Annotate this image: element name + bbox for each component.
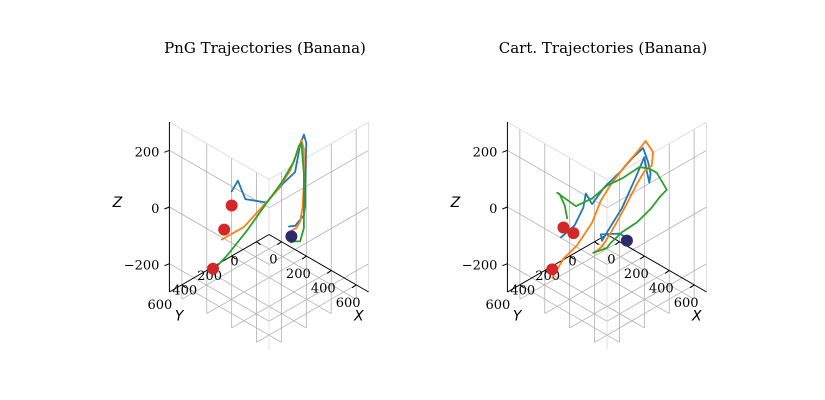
y-tick-label: 400: [172, 283, 197, 298]
gridline: [606, 149, 707, 209]
pane-edge: [507, 121, 608, 180]
pane-edge: [606, 121, 707, 180]
gridline: [268, 206, 369, 265]
start-marker: [218, 223, 231, 236]
y-tick: [231, 255, 236, 260]
chart-title: PnG Trajectories (Banana): [164, 39, 366, 57]
trajectory-line: [560, 147, 652, 242]
y-tick: [569, 255, 574, 260]
goal-marker: [620, 234, 633, 247]
goal-marker: [285, 230, 298, 243]
z-tick-label: 200: [473, 145, 498, 160]
gridline: [606, 206, 707, 265]
axes-png: PnG Trajectories (Banana) 02004006000200…: [112, 39, 369, 350]
x-tick: [615, 241, 620, 246]
gridline: [594, 284, 695, 343]
x-tick-label: 600: [336, 296, 361, 311]
z-tick: [502, 206, 508, 210]
y-tick-label: 0: [568, 255, 576, 270]
gridline: [519, 284, 620, 343]
y-tick-label: 400: [510, 283, 535, 298]
gridline: [507, 206, 608, 265]
pane-edge: [268, 121, 369, 180]
gridline: [169, 263, 270, 322]
gridline: [256, 284, 357, 343]
x-tick: [302, 255, 307, 260]
trajectory-line: [551, 140, 654, 279]
gridline: [181, 284, 282, 343]
z-tick-label: 0: [489, 202, 497, 217]
trajectory-line: [213, 142, 305, 271]
gridline: [606, 263, 707, 322]
start-marker: [225, 199, 238, 212]
gridline: [169, 206, 270, 265]
z-tick: [164, 149, 170, 153]
z-tick-label: 0: [151, 202, 159, 217]
trajectory-line: [556, 166, 668, 254]
y-axis-label: Y: [513, 308, 523, 324]
x-tick: [326, 270, 332, 274]
z-tick: [164, 206, 170, 210]
z-tick: [164, 263, 170, 267]
x-tick-label: 0: [607, 253, 615, 268]
x-tick-label: 200: [286, 267, 311, 282]
pane-edge: [169, 121, 270, 180]
y-tick-label: 600: [485, 298, 510, 313]
chart-title: Cart. Trajectories (Banana): [499, 39, 707, 57]
y-tick: [256, 241, 261, 246]
y-tick: [519, 284, 525, 289]
x-tick-label: 200: [624, 267, 649, 282]
z-tick: [502, 263, 508, 267]
x-axis-label: X: [691, 308, 702, 324]
start-marker: [546, 263, 559, 276]
x-tick-label: 400: [649, 281, 674, 296]
x-tick: [351, 284, 357, 289]
x-tick: [640, 255, 645, 260]
z-tick: [502, 149, 508, 153]
gridline: [169, 149, 270, 209]
start-marker: [557, 221, 570, 234]
start-marker: [567, 227, 580, 240]
x-axis-line: [268, 234, 369, 293]
x-axis-label: X: [353, 308, 364, 324]
y-tick-label: 600: [147, 298, 172, 313]
x-tick: [664, 270, 670, 274]
y-axis-line: [507, 234, 608, 293]
z-tick-label: −200: [124, 259, 160, 274]
x-tick-label: 400: [311, 281, 336, 296]
z-axis-label: Z: [450, 195, 461, 211]
gridline: [268, 263, 369, 322]
z-axis-label: Z: [112, 195, 123, 211]
y-axis-label: Y: [175, 308, 185, 324]
start-marker: [206, 262, 219, 275]
y-tick: [594, 241, 599, 246]
trajectory-line: [220, 139, 305, 241]
x-tick: [277, 241, 282, 246]
y-tick: [181, 284, 187, 289]
gridline: [268, 149, 369, 209]
x-tick-label: 600: [674, 296, 699, 311]
axes-cartesian: Cart. Trajectories (Banana) 020040060002…: [450, 39, 707, 350]
z-tick-label: −200: [462, 259, 498, 274]
y-tick-label: 0: [230, 255, 238, 270]
gridline: [507, 263, 608, 322]
x-tick: [689, 284, 695, 289]
x-tick-label: 0: [269, 253, 277, 268]
z-tick-label: 200: [135, 145, 160, 160]
